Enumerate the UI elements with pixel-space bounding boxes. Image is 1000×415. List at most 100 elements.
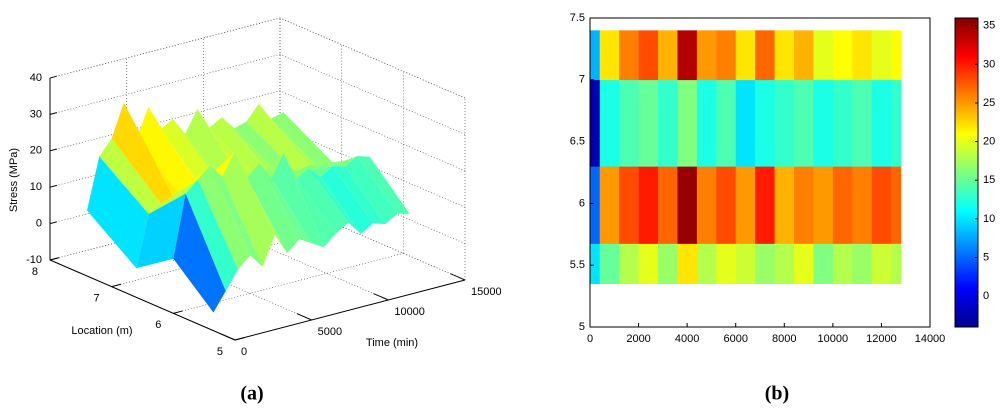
axis-line bbox=[49, 259, 236, 341]
heat-cell bbox=[658, 166, 678, 244]
grid-line bbox=[49, 17, 281, 79]
heat-cell bbox=[871, 166, 892, 244]
x-tick-label: 10000 bbox=[394, 306, 425, 318]
heat-cell bbox=[774, 166, 795, 244]
grid-line bbox=[49, 54, 281, 115]
tick-mark bbox=[49, 257, 58, 261]
x-tick-label: 2000 bbox=[626, 333, 650, 345]
grid-line bbox=[279, 54, 466, 135]
grid-line bbox=[279, 90, 466, 172]
grid-line bbox=[279, 126, 466, 208]
surface-patch bbox=[246, 103, 309, 173]
heatmap-panel: 0 2000 4000 6000 8000 10000 12000 14000 5 5.5 6 6.5… bbox=[570, 12, 996, 345]
heat-cell bbox=[852, 166, 873, 244]
tick-mark bbox=[111, 283, 121, 288]
heat-cell bbox=[871, 30, 892, 81]
surface-panel: 0 5000 10000 15000 5 6 7 8-10 0 10 20 30 40 Stress (M… bbox=[8, 17, 502, 358]
heat-cell bbox=[716, 79, 737, 167]
axis-line bbox=[234, 279, 466, 341]
tick-mark bbox=[173, 310, 183, 314]
y-axis-label: Location (m) bbox=[71, 325, 132, 337]
surface-patch bbox=[221, 117, 284, 179]
z-axis-label: Stress (MPa) bbox=[8, 148, 20, 212]
heat-cell bbox=[696, 243, 717, 285]
surface-patch bbox=[259, 163, 312, 244]
heat-cell bbox=[590, 243, 601, 285]
surface-patch bbox=[173, 193, 226, 313]
heat-cell bbox=[619, 243, 639, 285]
y-tick-label: 6.5 bbox=[570, 136, 585, 148]
heat-cell bbox=[774, 30, 795, 81]
surface-patch bbox=[283, 153, 337, 248]
heat-cell bbox=[599, 166, 620, 244]
grid-line bbox=[279, 199, 466, 281]
x-tick-label: 0 bbox=[587, 333, 593, 345]
tick-mark bbox=[296, 313, 312, 321]
z-tick-label: 20 bbox=[30, 145, 42, 157]
heat-cell bbox=[774, 243, 795, 285]
tick-mark bbox=[49, 148, 58, 152]
heat-cell bbox=[735, 30, 756, 81]
y-tick-label: 5.5 bbox=[570, 259, 585, 271]
grid-line bbox=[203, 219, 389, 301]
surface-patch bbox=[345, 156, 398, 224]
heat-cell bbox=[638, 79, 659, 167]
grid-line bbox=[49, 90, 281, 152]
grid-line bbox=[279, 163, 466, 244]
heat-cell bbox=[619, 79, 639, 167]
heat-cell bbox=[852, 79, 873, 167]
heat-cell bbox=[696, 166, 717, 244]
heat-cell bbox=[619, 30, 639, 81]
heat-cell bbox=[590, 79, 601, 167]
heat-cell bbox=[677, 166, 698, 244]
colorbar-tick-label: 10 bbox=[983, 213, 995, 225]
heat-cell bbox=[891, 166, 902, 244]
box-edge bbox=[49, 17, 281, 79]
heat-cell bbox=[891, 79, 902, 167]
heat-cell bbox=[891, 243, 902, 285]
heat-cell bbox=[716, 30, 737, 81]
surface-patch bbox=[271, 153, 324, 248]
heat-cell bbox=[891, 30, 902, 81]
surface-patch bbox=[296, 168, 349, 234]
x-tick-label: 6000 bbox=[723, 333, 747, 345]
colorbar-tick-label: 20 bbox=[983, 136, 995, 148]
heat-cell bbox=[755, 79, 775, 167]
tick-mark bbox=[49, 112, 58, 115]
heat-cell bbox=[794, 243, 814, 285]
heat-cell bbox=[813, 243, 834, 285]
grid-line bbox=[126, 239, 312, 321]
heat-cell bbox=[813, 79, 834, 167]
colorbar-tick-label: 35 bbox=[983, 20, 995, 32]
x-tick-label: 4000 bbox=[675, 333, 699, 345]
heat-cell bbox=[696, 30, 717, 81]
y-tick-label: 6 bbox=[155, 319, 161, 331]
heat-cell bbox=[832, 79, 853, 167]
z-tick-label: -10 bbox=[26, 254, 42, 266]
tick-mark bbox=[49, 221, 58, 225]
heat-cell bbox=[735, 166, 756, 244]
surface-patch bbox=[210, 165, 263, 267]
heat-cell bbox=[794, 166, 814, 244]
heat-cell bbox=[658, 79, 678, 167]
heat-cell bbox=[832, 166, 853, 244]
tick-mark bbox=[49, 184, 58, 188]
x-tick-label: 8000 bbox=[772, 333, 796, 345]
heat-cell bbox=[677, 243, 698, 285]
y-tick-label: 5 bbox=[579, 321, 585, 333]
y-tick-label: 7.5 bbox=[570, 12, 585, 24]
box-edge bbox=[279, 17, 466, 99]
tick-mark bbox=[373, 293, 389, 301]
heat-cell bbox=[590, 166, 601, 244]
heat-cell bbox=[658, 243, 678, 285]
heat-cell bbox=[735, 243, 756, 285]
surface-patch bbox=[320, 166, 373, 235]
y-tick-label: 5 bbox=[217, 346, 223, 358]
x-tick-label: 5000 bbox=[318, 326, 342, 338]
x-axis-label: Time (min) bbox=[366, 337, 418, 349]
colorbar-tick-label: 25 bbox=[983, 97, 995, 109]
heat-cell bbox=[658, 30, 678, 81]
z-tick-label: 0 bbox=[36, 218, 42, 230]
surface-patch bbox=[197, 165, 251, 270]
colorbar-tick-label: 5 bbox=[983, 251, 989, 263]
